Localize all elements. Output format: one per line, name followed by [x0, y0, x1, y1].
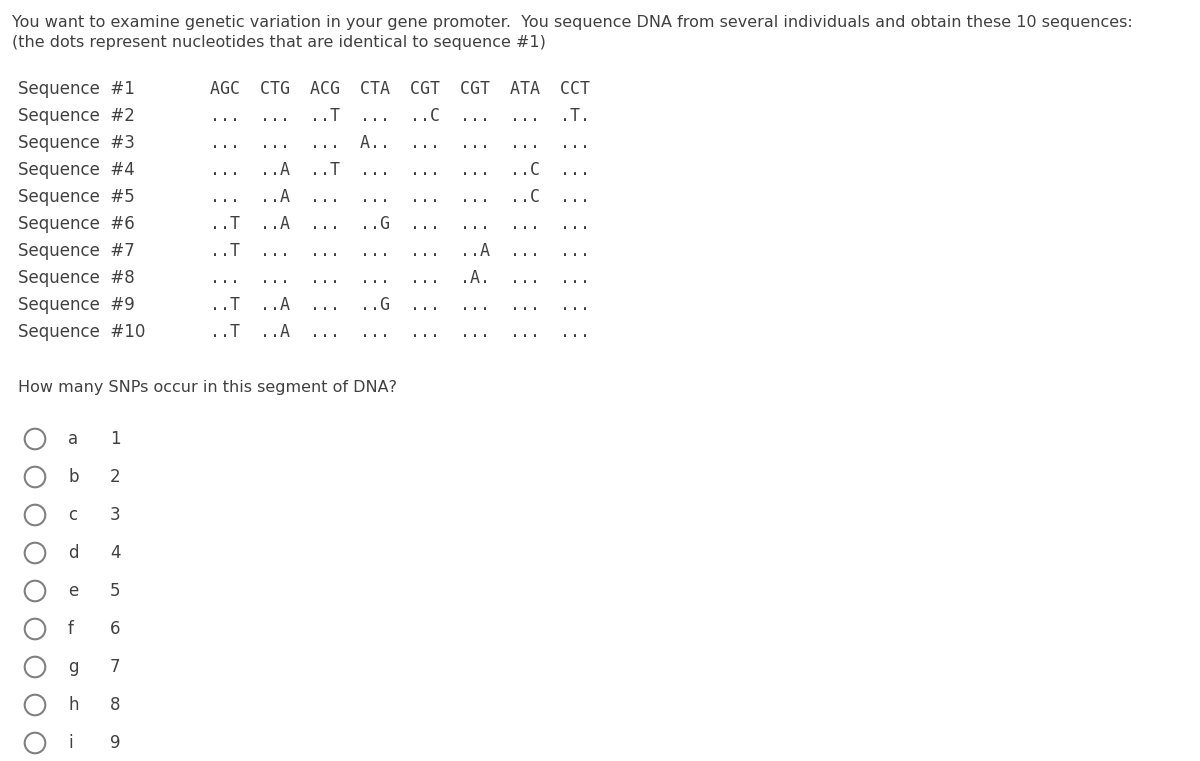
Text: ..T  ...  ...  ...  ...  ..A  ...  ...: ..T ... ... ... ... ..A ... ... [210, 242, 590, 260]
Text: Sequence  #1: Sequence #1 [18, 80, 134, 98]
Point [25, 737, 44, 749]
Text: (the dots represent nucleotides that are identical to sequence #1): (the dots represent nucleotides that are… [12, 35, 546, 50]
Text: a: a [68, 430, 78, 448]
Text: 8: 8 [110, 696, 120, 714]
Point [25, 509, 44, 521]
Text: Sequence  #10: Sequence #10 [18, 323, 145, 341]
Text: Sequence  #4: Sequence #4 [18, 161, 134, 179]
Text: d: d [68, 544, 78, 562]
Text: c: c [68, 506, 77, 524]
Text: Sequence  #2: Sequence #2 [18, 107, 134, 125]
Text: h: h [68, 696, 78, 714]
Point [25, 699, 44, 711]
Text: ...  ..A  ..T  ...  ...  ...  ..C  ...: ... ..A ..T ... ... ... ..C ... [210, 161, 590, 179]
Text: ..T  ..A  ...  ...  ...  ...  ...  ...: ..T ..A ... ... ... ... ... ... [210, 323, 590, 341]
Text: You want to examine genetic variation in your gene promoter.  You sequence DNA f: You want to examine genetic variation in… [12, 15, 1133, 30]
Text: How many SNPs occur in this segment of DNA?: How many SNPs occur in this segment of D… [18, 380, 397, 395]
Point [25, 433, 44, 445]
Text: i: i [68, 734, 73, 752]
Text: 7: 7 [110, 658, 120, 676]
Text: 1: 1 [110, 430, 121, 448]
Text: 4: 4 [110, 544, 120, 562]
Text: Sequence  #6: Sequence #6 [18, 215, 134, 233]
Text: Sequence  #8: Sequence #8 [18, 269, 134, 287]
Text: ..T  ..A  ...  ..G  ...  ...  ...  ...: ..T ..A ... ..G ... ... ... ... [210, 215, 590, 233]
Point [25, 585, 44, 597]
Text: 3: 3 [110, 506, 121, 524]
Text: ...  ...  ...  ...  ...  .A.  ...  ...: ... ... ... ... ... .A. ... ... [210, 269, 590, 287]
Text: ...  ...  ..T  ...  ..C  ...  ...  .T.: ... ... ..T ... ..C ... ... .T. [210, 107, 590, 125]
Text: Sequence  #3: Sequence #3 [18, 134, 134, 152]
Text: ..T  ..A  ...  ..G  ...  ...  ...  ...: ..T ..A ... ..G ... ... ... ... [210, 296, 590, 314]
Text: Sequence  #9: Sequence #9 [18, 296, 134, 314]
Text: e: e [68, 582, 78, 600]
Text: Sequence  #7: Sequence #7 [18, 242, 134, 260]
Text: f: f [68, 620, 74, 638]
Text: 6: 6 [110, 620, 120, 638]
Text: ...  ..A  ...  ...  ...  ...  ..C  ...: ... ..A ... ... ... ... ..C ... [210, 188, 590, 206]
Text: Sequence  #5: Sequence #5 [18, 188, 134, 206]
Point [25, 547, 44, 559]
Point [25, 471, 44, 483]
Text: 9: 9 [110, 734, 120, 752]
Text: b: b [68, 468, 78, 486]
Text: g: g [68, 658, 78, 676]
Point [25, 623, 44, 635]
Point [25, 661, 44, 673]
Text: AGC  CTG  ACG  CTA  CGT  CGT  ATA  CCT: AGC CTG ACG CTA CGT CGT ATA CCT [210, 80, 590, 98]
Text: 5: 5 [110, 582, 120, 600]
Text: 2: 2 [110, 468, 121, 486]
Text: ...  ...  ...  A..  ...  ...  ...  ...: ... ... ... A.. ... ... ... ... [210, 134, 590, 152]
